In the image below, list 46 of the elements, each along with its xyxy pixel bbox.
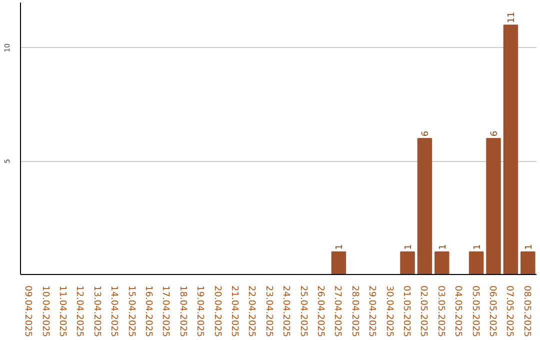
x-tick-label: 10.04.2025 xyxy=(40,286,50,338)
data-label: 1 xyxy=(404,244,414,250)
data-label: 1 xyxy=(524,244,534,250)
x-tick-label: 16.04.2025 xyxy=(143,286,153,338)
x-tick-label: 13.04.2025 xyxy=(91,286,102,338)
x-tick-label: 20.04.2025 xyxy=(212,286,222,338)
x-tick-label: 15.04.2025 xyxy=(126,286,136,338)
x-tick-label: 18.04.2025 xyxy=(177,286,188,338)
data-label: 6 xyxy=(490,130,500,136)
x-tick-label: 23.04.2025 xyxy=(263,286,274,338)
x-tick-label: 14.04.2025 xyxy=(108,286,119,338)
x-tick-label: 11.04.2025 xyxy=(57,286,67,338)
x-tick-label: 25.04.2025 xyxy=(298,286,308,338)
x-tick-label: 08.05.2025 xyxy=(521,286,532,338)
x-tick-label: 02.05.2025 xyxy=(418,286,428,338)
x-tick-label: 01.05.2025 xyxy=(401,286,411,338)
x-tick-label: 21.04.2025 xyxy=(229,286,239,338)
x-tick-label: 30.04.2025 xyxy=(384,286,394,338)
x-tick-label: 17.04.2025 xyxy=(160,286,170,338)
x-tick-label: 04.05.2025 xyxy=(452,286,463,338)
x-tick-label: 28.04.2025 xyxy=(349,286,360,338)
x-tick-label: 12.04.2025 xyxy=(74,286,84,338)
x-tick-label: 24.04.2025 xyxy=(280,286,291,338)
x-tick-label: 29.04.2025 xyxy=(366,286,377,338)
bar xyxy=(331,251,346,274)
bar xyxy=(400,251,415,274)
x-tick-label: 03.05.2025 xyxy=(435,286,446,338)
x-tick-label: 07.05.2025 xyxy=(504,286,514,338)
data-label: 1 xyxy=(472,244,483,250)
x-tick-label: 05.05.2025 xyxy=(470,286,480,338)
x-tick-label: 09.04.2025 xyxy=(22,286,33,338)
data-label: 6 xyxy=(421,130,432,136)
x-tick-label: 19.04.2025 xyxy=(194,286,205,338)
bar xyxy=(520,251,536,274)
x-tick-label: 06.05.2025 xyxy=(487,286,497,338)
x-tick-label: 22.04.2025 xyxy=(246,286,256,338)
data-label: 1 xyxy=(335,244,346,250)
data-label: 1 xyxy=(438,244,448,250)
bar xyxy=(468,251,484,274)
bar xyxy=(486,138,501,274)
bar xyxy=(417,138,432,274)
bar xyxy=(434,251,450,274)
x-tick-label: 26.04.2025 xyxy=(315,286,325,338)
bar xyxy=(503,24,518,274)
data-label: 11 xyxy=(507,12,518,24)
x-tick-label: 27.04.2025 xyxy=(332,286,342,338)
